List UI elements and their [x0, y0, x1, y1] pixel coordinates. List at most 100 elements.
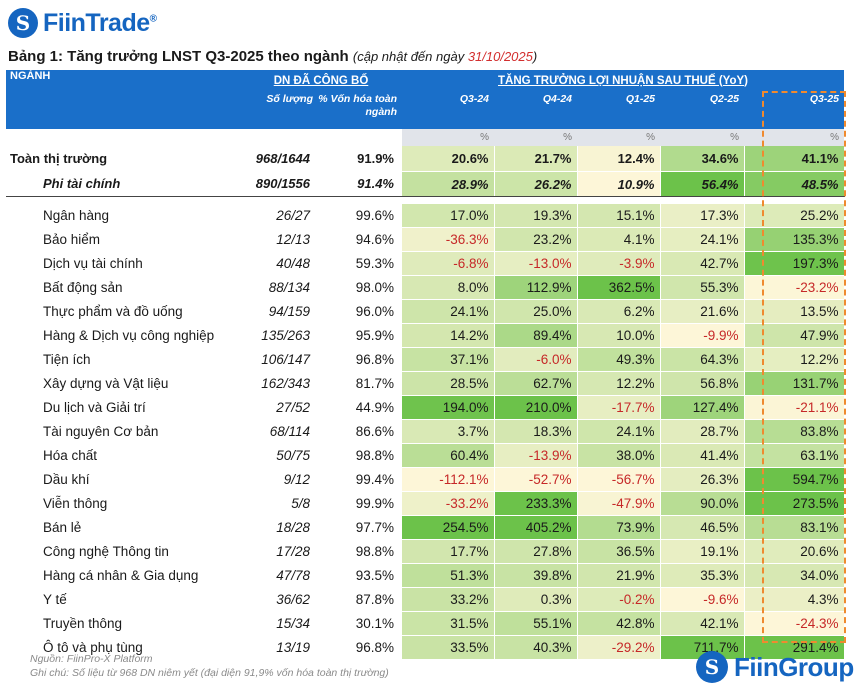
table-row: Công nghệ Thông tin 17/28 98.8% 17.7% 27.8% 3…: [6, 539, 845, 564]
growth-value: 55.1%: [494, 611, 578, 636]
market-cap-share: 99.4%: [355, 472, 394, 487]
growth-value: 112.9%: [494, 275, 578, 300]
growth-value: 55.3%: [660, 275, 745, 300]
market-cap-share: 30.1%: [355, 616, 394, 631]
table-row: Tài nguyên Cơ bản 68/114 86.6% 3.7% 18.3% 24.…: [6, 419, 845, 444]
footnotes: Nguồn: FiinPro-X Platform Ghi chú: Số li…: [30, 652, 389, 680]
growth-value: -13.0%: [494, 251, 578, 276]
growth-value: 131.7%: [744, 371, 845, 396]
table-row: Hóa chất 50/75 98.8% 60.4% -13.9% 38.0% 41.4% 6…: [6, 443, 845, 468]
disclosed-count: 26/27: [276, 208, 310, 224]
growth-value: -21.1%: [744, 395, 845, 420]
table-row: Xây dựng và Vật liệu 162/343 81.7% 28.5% 62.…: [6, 371, 845, 396]
sector-name: Bất động sản: [43, 280, 123, 295]
sector-name: Toàn thị trường: [10, 151, 108, 167]
growth-value: 291.4%: [744, 635, 845, 660]
disclosed-count: 135/263: [261, 328, 310, 343]
sector-name: Hàng & Dịch vụ công nghiệp: [43, 328, 215, 343]
market-cap-share: 98.8%: [355, 448, 394, 463]
disclosed-count: 94/159: [268, 304, 310, 319]
growth-value: 47.9%: [744, 323, 845, 348]
market-cap-share: 86.6%: [355, 424, 394, 439]
growth-value: 25.2%: [744, 204, 845, 228]
sector-name: Y tế: [43, 592, 67, 607]
market-cap-share: 98.8%: [355, 544, 394, 559]
growth-value: 135.3%: [744, 227, 845, 252]
market-cap-share: 96.8%: [355, 352, 394, 367]
fiingroup-logo-text: FiinGroup: [734, 651, 854, 682]
sector-name: Phi tài chính: [6, 171, 240, 197]
growth-value: -3.9%: [577, 251, 661, 276]
growth-value: -9.6%: [660, 587, 745, 612]
header-disclosed: DN ĐÃ CÔNG BỐ: [273, 74, 369, 87]
disclosed-count: 968/1644: [255, 151, 310, 167]
header-period: Q3-24: [402, 91, 494, 129]
growth-value: 12.2%: [577, 371, 661, 396]
disclosed-count: 88/134: [268, 280, 310, 295]
growth-value: 13.5%: [744, 299, 845, 324]
market-cap-share: 98.0%: [355, 280, 394, 295]
growth-value: 41.4%: [660, 443, 745, 468]
disclosed-count: 50/75: [276, 448, 310, 463]
growth-value: 73.9%: [577, 515, 661, 540]
header-growth: TĂNG TRƯỞNG LỢI NHUẬN SAU THUẾ (YoY): [498, 74, 748, 87]
growth-value: 83.1%: [744, 515, 845, 540]
fiingroup-logo: S FiinGroup: [696, 651, 854, 683]
growth-value: 21.6%: [660, 299, 745, 324]
growth-value: 28.7%: [660, 419, 745, 444]
disclosed-count: 106/147: [261, 352, 310, 367]
growth-value: 33.5%: [402, 635, 495, 660]
disclosed-count: 12/13: [276, 232, 310, 247]
growth-value: 42.7%: [660, 251, 745, 276]
data-note: Ghi chú: Số liệu từ 968 DN niêm yết (đại…: [30, 667, 389, 679]
market-cap-share: 96.0%: [355, 304, 394, 319]
update-date: 31/10/2025: [467, 49, 533, 64]
growth-value: 19.1%: [660, 539, 745, 564]
growth-value: 405.2%: [494, 515, 578, 540]
growth-value: -0.2%: [577, 587, 661, 612]
growth-value: 34.0%: [744, 563, 845, 588]
disclosed-count: 27/52: [276, 400, 310, 415]
growth-value: 26.2%: [494, 171, 578, 197]
table-title: Bảng 1: Tăng trưởng LNST Q3-2025 theo ng…: [8, 48, 537, 65]
growth-value: 4.1%: [577, 227, 661, 252]
unit-label: %: [402, 129, 494, 146]
unit-label: %: [577, 129, 660, 146]
table-row: Du lịch và Giải trí 27/52 44.9% 194.0% 210.0…: [6, 395, 845, 420]
market-cap-share: 99.9%: [355, 496, 394, 511]
growth-value: 48.5%: [744, 171, 845, 197]
growth-value: 89.4%: [494, 323, 578, 348]
growth-value: 12.4%: [577, 146, 661, 172]
fiintrade-logo-text: FiinTrade®: [43, 8, 157, 37]
growth-value: 37.1%: [402, 347, 495, 372]
title-main: Bảng 1: Tăng trưởng LNST Q3-2025 theo ng…: [8, 48, 349, 65]
market-cap-share: 87.8%: [355, 592, 394, 607]
sector-name: Viễn thông: [43, 496, 108, 511]
growth-value: 24.1%: [577, 419, 661, 444]
growth-value: 34.6%: [660, 146, 745, 172]
growth-value: 594.7%: [744, 467, 845, 492]
growth-value: 362.5%: [577, 275, 661, 300]
summary-row-total: Toàn thị trường 968/1644 91.9% 20.6% 21.7% 12…: [6, 146, 845, 172]
growth-value: 56.4%: [660, 171, 745, 197]
market-cap-share: 81.7%: [355, 376, 394, 391]
growth-value: 23.2%: [494, 227, 578, 252]
market-cap-share: 91.4%: [318, 171, 402, 197]
sector-name: Bảo hiểm: [43, 232, 101, 247]
growth-value: -17.7%: [577, 395, 661, 420]
table-row: Hàng & Dịch vụ công nghiệp 135/263 95.9% 14…: [6, 323, 845, 348]
growth-value: 127.4%: [660, 395, 745, 420]
growth-value: 17.7%: [402, 539, 495, 564]
growth-value: 42.1%: [660, 611, 745, 636]
growth-value: 20.6%: [402, 146, 495, 172]
market-cap-share: 59.3%: [355, 256, 394, 271]
growth-value: 60.4%: [402, 443, 495, 468]
growth-value: 42.8%: [577, 611, 661, 636]
disclosed-count: 13/19: [276, 640, 310, 655]
growth-value: -6.0%: [494, 347, 578, 372]
growth-value: 14.2%: [402, 323, 495, 348]
growth-value: 39.8%: [494, 563, 578, 588]
disclosed-count: 9/12: [283, 472, 310, 487]
growth-value: 62.7%: [494, 371, 578, 396]
growth-value: -23.2%: [744, 275, 845, 300]
